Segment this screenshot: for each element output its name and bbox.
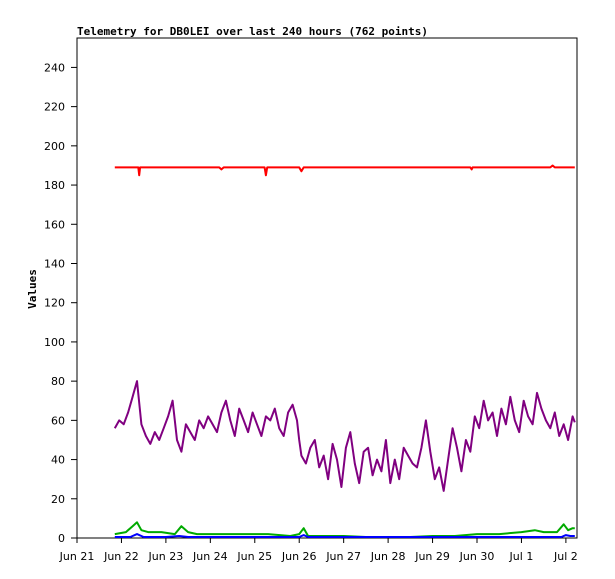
x-tick-label: Jun 29 [414,550,450,563]
x-tick-label: Jun 27 [325,550,361,563]
y-tick-label: 60 [51,414,65,427]
series-line-3 [114,521,575,538]
y-tick-label: 20 [51,493,65,506]
x-tick-label: Jun 21 [59,550,95,563]
y-tick-label: 0 [58,532,65,545]
y-tick-label: 180 [44,179,65,192]
y-tick-label: 240 [44,61,65,74]
y-axis-label: Values [26,269,39,309]
x-tick-label: Jun 23 [148,550,184,563]
y-axis: 0 20 40 60 80 100 120 140 160 180 200 220 240 [44,61,77,545]
series-line-4 [114,533,575,538]
x-tick-label: Jun 25 [236,550,272,563]
x-tick-label: Jul 2 [553,550,578,563]
x-tick-label: Jun 28 [370,550,406,563]
y-tick-label: 220 [44,101,65,114]
y-tick-label: 100 [44,336,65,349]
y-tick-label: 120 [44,297,65,310]
y-tick-label: 40 [51,454,65,467]
series-layer [113,164,576,538]
x-axis: Jun 21 Jun 22 Jun 23 Jun 24 Jun 25 Jun 26 Jun … [59,538,578,563]
x-tick-label: Jun 30 [459,550,495,563]
series-line-2 [113,380,576,492]
y-tick-label: 160 [44,218,65,231]
y-tick-label: 80 [51,375,65,388]
x-tick-label: Jun 26 [281,550,317,563]
y-tick-label: 140 [44,257,65,270]
x-tick-label: Jul 1 [509,550,534,563]
x-tick-label: Jun 22 [103,550,139,563]
plot-area-frame [76,37,578,539]
y-tick-label: 200 [44,140,65,153]
chart-title: Telemetry for DB0LEI over last 240 hours… [77,25,428,38]
series-line-1 [114,164,575,177]
x-tick-label: Jun 24 [192,550,228,563]
